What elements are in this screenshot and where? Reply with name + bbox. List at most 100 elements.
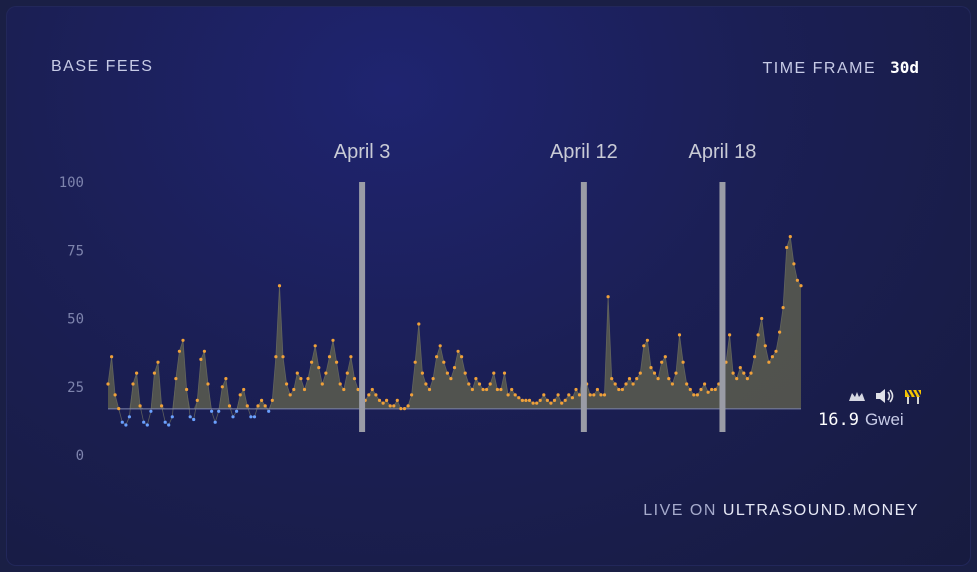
data-point <box>174 377 178 381</box>
data-point <box>356 387 360 392</box>
data-point <box>431 377 435 381</box>
data-point <box>417 322 421 326</box>
data-point <box>245 404 249 408</box>
data-point <box>213 420 217 424</box>
data-point <box>792 262 796 266</box>
timeframe-value[interactable]: 30d <box>890 58 919 77</box>
data-point <box>317 366 321 370</box>
data-point <box>520 398 525 402</box>
data-point <box>274 355 278 359</box>
data-point <box>367 393 371 397</box>
data-point <box>756 333 760 337</box>
data-point <box>492 371 496 375</box>
date-marker-label: April 3 <box>334 141 391 163</box>
data-point <box>735 377 739 381</box>
data-point <box>335 360 339 364</box>
data-point <box>392 404 396 408</box>
data-point <box>652 371 657 375</box>
data-point <box>163 420 167 424</box>
data-point <box>574 387 578 392</box>
data-point <box>610 377 614 381</box>
data-point <box>788 235 792 239</box>
data-point <box>231 415 235 419</box>
date-marker-line <box>359 182 366 432</box>
data-point <box>703 382 707 386</box>
data-point <box>395 398 399 402</box>
data-point <box>524 398 528 402</box>
data-point <box>599 393 603 397</box>
data-point <box>538 398 542 402</box>
current-fee-unit: Gwei <box>864 410 904 429</box>
footer-credit[interactable]: LIVE ON ULTRASOUND.MONEY <box>643 502 919 520</box>
base-fee-area <box>108 236 801 409</box>
timeframe-label: TIME FRAME <box>762 60 877 77</box>
y-tick-label: 75 <box>67 243 84 259</box>
data-point <box>774 349 778 353</box>
data-point <box>202 349 206 353</box>
data-point <box>785 245 789 250</box>
data-point <box>510 387 514 392</box>
data-point <box>277 284 282 288</box>
data-point <box>635 377 639 381</box>
data-point <box>799 284 803 288</box>
data-point <box>438 344 442 348</box>
y-tick-label: 100 <box>59 175 84 191</box>
y-tick-label: 0 <box>76 448 84 464</box>
data-point <box>320 382 324 386</box>
data-point <box>688 387 692 392</box>
data-point <box>535 401 539 405</box>
data-point <box>560 401 564 405</box>
data-point <box>463 371 467 375</box>
data-point <box>224 377 228 381</box>
data-point <box>442 360 446 364</box>
data-point <box>556 393 560 397</box>
date-marker-label: April 12 <box>550 141 618 163</box>
data-point <box>342 387 346 392</box>
date-marker-label: April 18 <box>689 141 757 163</box>
data-point <box>381 401 385 405</box>
current-fee-value: 16.9 <box>818 410 859 430</box>
data-point <box>674 371 678 375</box>
data-point <box>517 396 521 400</box>
data-point <box>127 415 131 419</box>
timeframe-selector[interactable]: TIME FRAME 30d <box>762 58 919 78</box>
data-point <box>627 377 632 381</box>
data-point <box>449 377 453 381</box>
data-point <box>670 382 675 386</box>
data-point <box>467 382 471 386</box>
data-point <box>692 393 696 397</box>
data-point <box>110 355 114 359</box>
data-point <box>706 390 710 394</box>
data-point <box>681 360 685 364</box>
data-point <box>488 382 492 386</box>
data-point <box>131 382 135 386</box>
data-point <box>649 366 653 370</box>
data-point <box>152 371 156 375</box>
data-point <box>763 344 767 348</box>
data-point <box>270 398 274 402</box>
data-point <box>167 423 171 427</box>
date-marker-line <box>580 182 587 432</box>
data-point <box>124 423 128 427</box>
data-point <box>760 316 764 321</box>
data-point <box>656 377 660 381</box>
data-point <box>445 371 449 375</box>
data-point <box>638 371 642 375</box>
data-point <box>427 387 432 392</box>
data-point <box>306 377 310 381</box>
data-point <box>677 333 682 337</box>
data-point <box>313 344 317 348</box>
data-point <box>327 355 332 359</box>
data-point <box>595 387 600 392</box>
data-point <box>142 420 146 424</box>
data-point <box>160 404 164 408</box>
data-point <box>302 387 307 392</box>
current-base-fee: 16.9 Gwei <box>818 410 904 430</box>
data-point <box>452 366 457 370</box>
data-point <box>345 371 349 375</box>
data-point <box>470 387 474 392</box>
brand-link[interactable]: ULTRASOUND.MONEY <box>722 502 919 519</box>
data-point <box>563 398 567 402</box>
data-point <box>195 398 199 402</box>
data-point <box>385 398 389 402</box>
